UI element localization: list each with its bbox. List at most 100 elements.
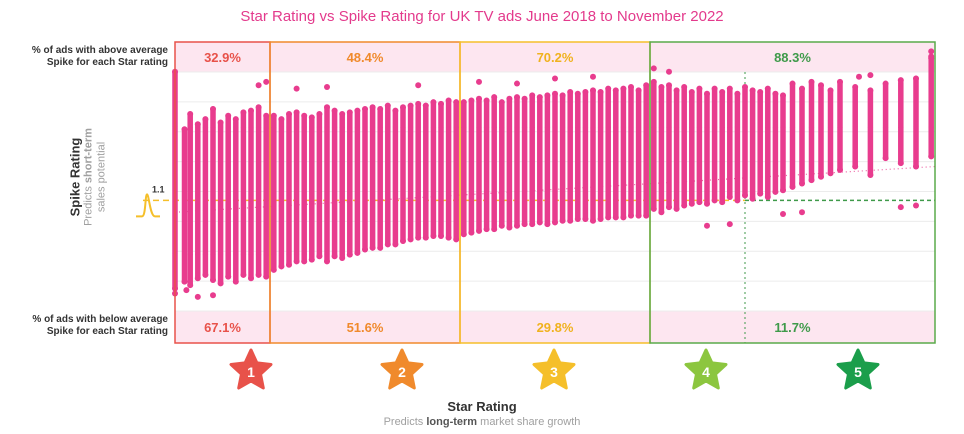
point-column-bottom-28 <box>377 244 384 251</box>
point-column-bottom-53 <box>567 217 574 224</box>
point-column-top-26 <box>362 105 368 112</box>
point-column-top-68 <box>681 83 688 90</box>
point-column-bottom-54 <box>574 216 581 223</box>
point-column-bottom-23 <box>339 254 346 261</box>
point-column-top-81 <box>780 92 786 99</box>
point-column-bottom-79 <box>764 194 771 201</box>
point-column-top-72 <box>711 85 718 92</box>
outlier-point-8 <box>324 83 330 90</box>
point-column-top-60 <box>620 85 627 92</box>
point-column-top-7 <box>217 119 224 126</box>
above-band-2 <box>270 42 460 72</box>
point-column-top-17 <box>293 109 300 116</box>
point-column-bottom-43 <box>491 226 498 233</box>
point-column-bottom-11 <box>248 275 254 282</box>
x-axis-sub-bold: long-term <box>426 416 478 428</box>
point-column-top-22 <box>331 107 338 114</box>
point-column-bottom-20 <box>316 253 323 260</box>
average-value-label: 1.1 <box>152 184 165 194</box>
spike-icon <box>136 193 160 218</box>
point-column-bottom-14 <box>270 266 277 273</box>
point-column-bottom-4 <box>194 275 201 282</box>
point-column-bottom-64 <box>650 205 657 212</box>
point-column-top-78 <box>757 89 764 96</box>
point-column-top-64 <box>650 78 657 85</box>
point-column-bottom-9 <box>232 278 239 285</box>
point-column-bottom-44 <box>498 222 505 229</box>
point-column-bottom-74 <box>726 194 733 201</box>
point-column-top-50 <box>544 92 551 99</box>
point-column-bottom-70 <box>696 199 703 206</box>
below-pct-4: 11.7% <box>774 320 811 335</box>
point-column-bottom-32 <box>407 236 414 243</box>
outlier-point-5 <box>255 82 262 89</box>
point-column-bottom-34 <box>422 234 429 241</box>
point-column-bottom-78 <box>757 190 764 197</box>
above-average-label-line1: % of ads with above average <box>31 45 168 56</box>
star-icon-4 <box>684 348 728 390</box>
point-column-bottom-6 <box>210 276 216 283</box>
point-column-bottom-52 <box>559 217 566 224</box>
point-column-bottom-47 <box>521 221 528 228</box>
star-group-boxes <box>174 41 936 344</box>
point-column-bottom-31 <box>400 238 406 245</box>
above-pct-2: 48.4% <box>347 50 384 65</box>
below-pct-1: 67.1% <box>204 320 241 335</box>
point-column-bottom-75 <box>734 197 741 204</box>
point-column-top-67 <box>673 87 680 94</box>
star-label-1: 1 <box>247 364 255 380</box>
point-column-top-55 <box>582 89 589 96</box>
below-average-label-line1: % of ads with below average <box>32 314 168 325</box>
point-column-bottom-7 <box>217 280 224 287</box>
point-column-top-80 <box>772 90 779 97</box>
point-column-top-38 <box>453 99 460 106</box>
x-axis-label: Star Rating <box>447 399 517 414</box>
point-column-bottom-3 <box>187 282 194 289</box>
star-icon-2 <box>380 348 424 390</box>
outlier-point-24 <box>928 48 935 55</box>
outlier-point-11 <box>514 80 520 87</box>
point-column-top-53 <box>567 89 574 96</box>
star-label-5: 5 <box>854 364 862 380</box>
point-column-top-12 <box>255 104 262 111</box>
point-column-top-82 <box>789 80 796 87</box>
point-column-bottom-17 <box>293 258 300 265</box>
above-band-1 <box>175 42 270 72</box>
outlier-point-14 <box>650 65 657 72</box>
point-column-bottom-60 <box>620 214 627 221</box>
point-column-top-33 <box>415 100 422 107</box>
point-column-top-15 <box>278 116 285 123</box>
point-column-top-9 <box>232 116 239 123</box>
point-column-top-13 <box>263 112 270 119</box>
point-column-bottom-86 <box>827 170 834 177</box>
outlier-point-18 <box>780 210 786 217</box>
point-column-top-62 <box>635 87 642 94</box>
point-column-bottom-55 <box>582 216 589 223</box>
point-column-bottom-48 <box>529 221 536 228</box>
point-column-top-18 <box>301 112 308 119</box>
point-column-bottom-73 <box>719 199 726 206</box>
point-column-top-85 <box>818 82 824 89</box>
point-column-bottom-30 <box>392 241 399 248</box>
point-column-bottom-46 <box>514 222 520 229</box>
point-column-bottom-45 <box>506 224 513 231</box>
point-column-top-46 <box>514 94 520 101</box>
point-column-bottom-61 <box>628 212 634 219</box>
above-average-label-line2: Spike for each Star rating <box>46 57 168 68</box>
point-column-top-51 <box>552 90 558 97</box>
point-column-top-86 <box>827 87 834 94</box>
point-column-top-3 <box>187 111 194 118</box>
point-column-top-74 <box>726 85 733 92</box>
x-axis-sub-suffix: market share growth <box>477 416 581 428</box>
point-column-top-59 <box>612 87 619 94</box>
outlier-point-3 <box>194 293 201 300</box>
point-column-bottom-81 <box>780 187 786 194</box>
point-column-bottom-40 <box>468 229 475 236</box>
point-column-top-11 <box>248 107 254 114</box>
below-band-1 <box>175 311 270 343</box>
point-column-top-91 <box>897 77 904 84</box>
below-average-label: % of ads with below average Spike for ea… <box>0 314 168 338</box>
point-column-top-37 <box>445 97 452 104</box>
point-column-bottom-93 <box>928 153 935 160</box>
point-column-top-54 <box>574 90 581 97</box>
